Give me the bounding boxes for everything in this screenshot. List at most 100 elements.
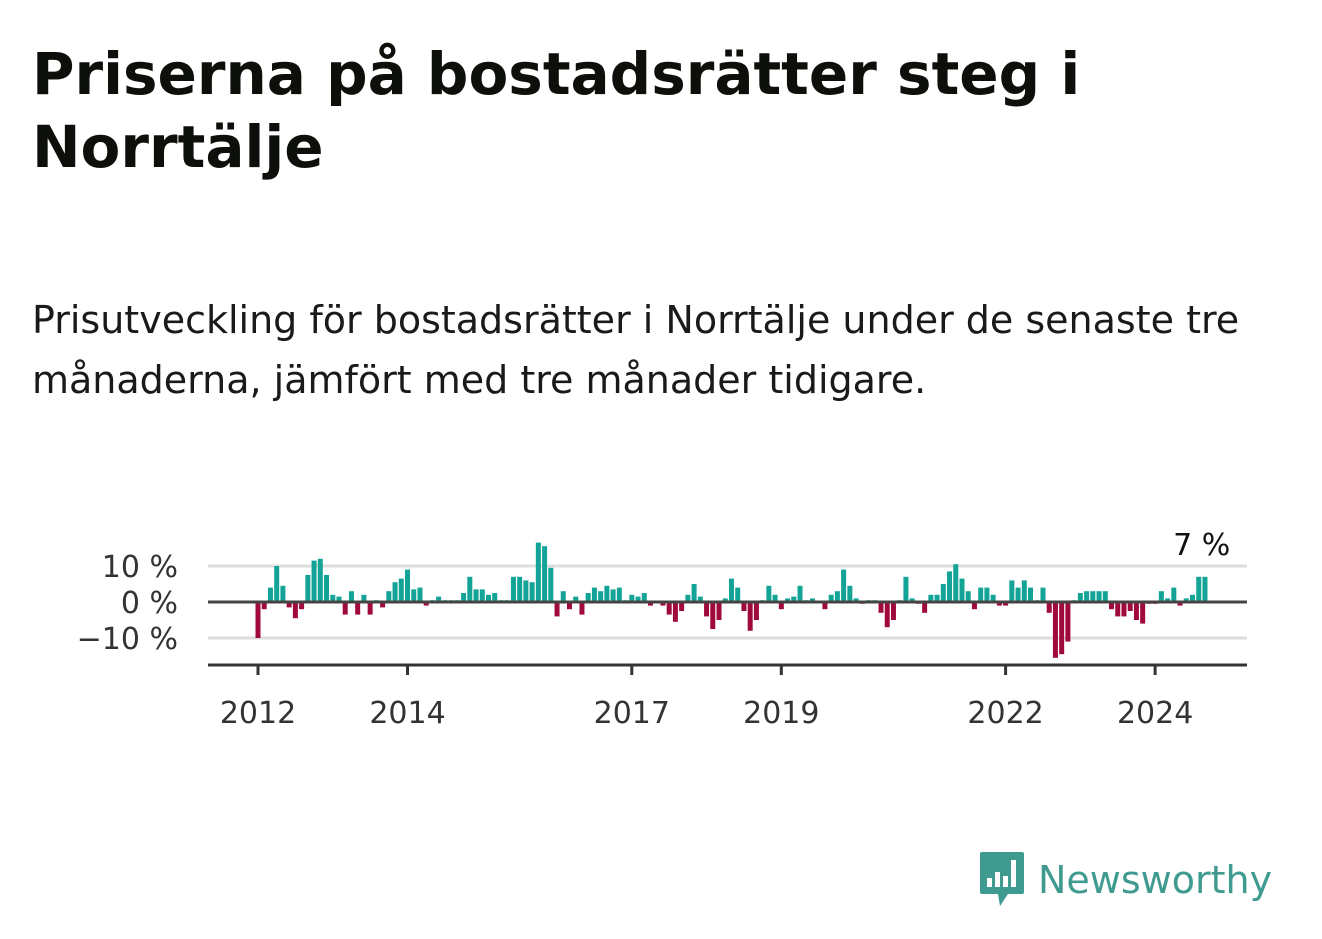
bar-negative bbox=[996, 602, 1002, 606]
bar-positive bbox=[847, 585, 853, 602]
bar-positive bbox=[1171, 587, 1177, 602]
bar-negative bbox=[1127, 602, 1133, 611]
bar-negative bbox=[1121, 602, 1127, 617]
bar-positive bbox=[1096, 591, 1102, 602]
bar-negative bbox=[747, 602, 753, 631]
grid-layer bbox=[208, 564, 1247, 640]
bar-negative bbox=[716, 602, 722, 620]
bar-positive bbox=[1183, 598, 1189, 602]
bar-positive bbox=[641, 593, 647, 602]
bar-positive bbox=[1009, 580, 1015, 602]
bar-negative bbox=[292, 602, 298, 619]
bar-positive bbox=[1165, 598, 1171, 602]
x-tick-label: 2022 bbox=[967, 696, 1043, 730]
bar-positive bbox=[405, 569, 411, 602]
x-tick-label: 2014 bbox=[369, 696, 445, 730]
bars-layer bbox=[255, 542, 1208, 658]
bar-negative bbox=[567, 602, 572, 610]
bar-positive bbox=[542, 546, 548, 602]
bar-positive bbox=[510, 576, 516, 602]
bar-negative bbox=[1133, 602, 1139, 620]
bar-positive bbox=[267, 587, 273, 602]
bar-positive bbox=[791, 596, 797, 602]
bar-negative bbox=[380, 602, 386, 608]
bar-negative bbox=[1003, 602, 1009, 606]
bar-positive bbox=[529, 582, 535, 602]
bar-positive bbox=[610, 589, 616, 602]
bar-positive bbox=[604, 585, 610, 602]
bar-positive bbox=[585, 593, 591, 602]
bar-negative bbox=[666, 602, 672, 615]
bar-positive bbox=[697, 596, 703, 602]
bar-positive bbox=[523, 580, 529, 602]
x-tick-label: 2012 bbox=[220, 696, 296, 730]
bar-positive bbox=[1202, 576, 1208, 602]
bar-negative bbox=[355, 602, 361, 615]
bar-negative bbox=[1140, 602, 1146, 624]
y-tick-label: 10 % bbox=[102, 550, 178, 585]
bar-positive bbox=[398, 578, 404, 602]
bar-negative bbox=[922, 602, 928, 613]
bar-negative bbox=[822, 602, 828, 610]
bar-positive bbox=[311, 560, 317, 602]
bar-positive bbox=[809, 598, 815, 602]
bar-positive bbox=[1015, 587, 1021, 602]
bar-negative bbox=[1052, 602, 1058, 658]
bar-positive bbox=[467, 576, 473, 602]
newsworthy-logo-icon bbox=[980, 852, 1024, 906]
page-title: Priserna på bostadsrätter steg i Norrtäl… bbox=[32, 40, 1081, 181]
bar-positive bbox=[305, 575, 311, 602]
bar-positive bbox=[1196, 576, 1202, 602]
bar-positive bbox=[797, 585, 803, 602]
bar-negative bbox=[554, 602, 560, 617]
bar-positive bbox=[772, 594, 778, 602]
y-tick-label: −10 % bbox=[77, 622, 178, 657]
bar-negative bbox=[884, 602, 890, 628]
bar-negative bbox=[1115, 602, 1121, 617]
bar-positive bbox=[940, 584, 946, 602]
bar-positive bbox=[984, 587, 990, 602]
bar-positive bbox=[598, 591, 604, 602]
bar-negative bbox=[1046, 602, 1052, 613]
bar-negative bbox=[255, 602, 261, 638]
bar-positive bbox=[317, 558, 323, 602]
bar-positive bbox=[728, 578, 734, 602]
bar-positive bbox=[1040, 587, 1046, 602]
bar-negative bbox=[261, 602, 267, 610]
bar-negative bbox=[367, 602, 373, 615]
bar-positive bbox=[691, 584, 697, 602]
bar-negative bbox=[342, 602, 348, 615]
bar-negative bbox=[299, 602, 305, 610]
bar-positive bbox=[990, 594, 996, 602]
bar-positive bbox=[348, 591, 354, 602]
bar-negative bbox=[1065, 602, 1071, 642]
bar-positive bbox=[411, 589, 417, 602]
bar-positive bbox=[473, 589, 479, 602]
bar-negative bbox=[971, 602, 977, 610]
bar-positive bbox=[1084, 591, 1090, 602]
bar-positive bbox=[959, 578, 965, 602]
bar-positive bbox=[947, 571, 953, 602]
bar-positive bbox=[461, 593, 467, 602]
bar-positive bbox=[479, 589, 485, 602]
axis-layer bbox=[208, 600, 1247, 675]
bar-positive bbox=[903, 576, 909, 602]
bar-negative bbox=[679, 602, 685, 611]
bar-positive bbox=[486, 594, 492, 602]
bar-negative bbox=[1177, 602, 1183, 606]
bar-positive bbox=[280, 585, 286, 602]
label-layer: 10 %0 %−10 % 2012 2014 2017 2019 2022 2024 7 % bbox=[77, 528, 1231, 730]
bar-negative bbox=[1109, 602, 1115, 610]
bar-positive bbox=[573, 596, 579, 602]
bar-positive bbox=[635, 596, 641, 602]
bar-positive bbox=[1158, 591, 1164, 602]
bar-positive bbox=[722, 598, 728, 602]
bar-positive bbox=[1190, 594, 1195, 602]
bar-negative bbox=[579, 602, 585, 615]
bar-negative bbox=[710, 602, 716, 629]
bar-positive bbox=[928, 594, 934, 602]
bar-negative bbox=[741, 602, 747, 611]
bar-negative bbox=[778, 602, 784, 610]
bar-positive bbox=[417, 587, 423, 602]
bar-negative bbox=[423, 602, 429, 606]
